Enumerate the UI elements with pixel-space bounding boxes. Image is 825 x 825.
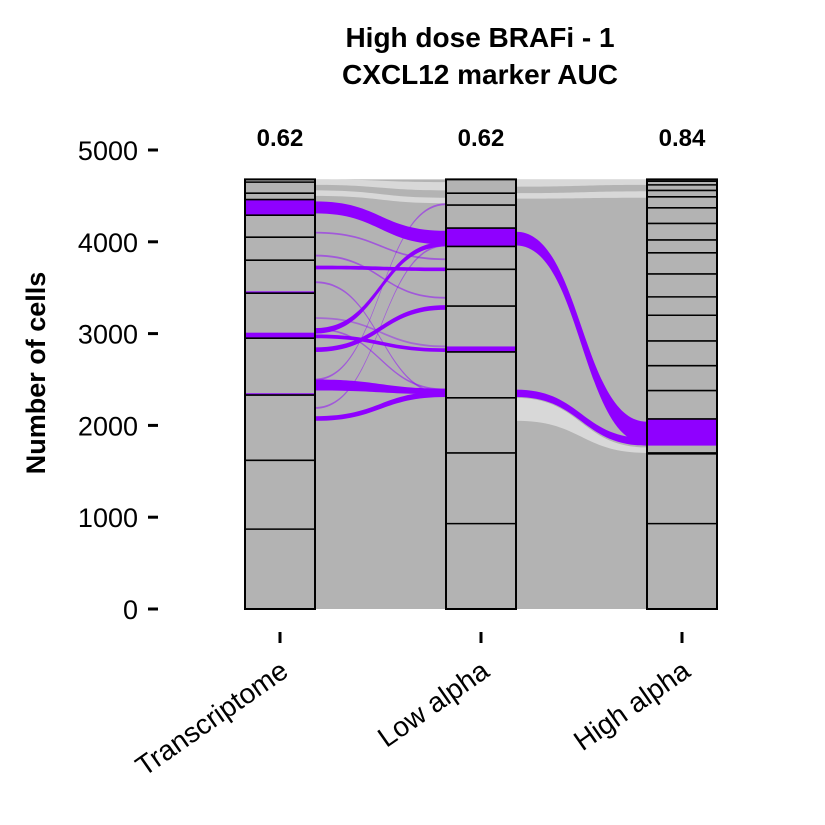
chart-subtitle: CXCL12 marker AUC [342,59,618,90]
highlight-flow [315,334,446,352]
highlighted-stratum [245,291,315,294]
stratum-fill [446,179,516,609]
strata-columns [244,178,718,610]
y-tick-label: 1000 [78,503,138,533]
highlighted-stratum [446,346,516,352]
stratum-border [646,178,718,610]
y-tick-label: 3000 [78,320,138,350]
stratum-column-high-alpha [646,178,718,610]
highlight-flow [315,317,446,348]
auc-label: 0.84 [659,125,706,152]
highlighted-stratum [647,418,717,446]
auc-label: 0.62 [458,125,505,152]
grey-flow-ribbon [315,190,446,204]
grey-flow-band [516,179,647,609]
highlight-flow [315,241,446,334]
highlight-flow [315,203,446,381]
y-tick-label: 2000 [78,411,138,441]
highlight-flow [315,231,446,261]
x-tick-label: High alpha [568,654,696,756]
axes [148,148,684,643]
highlight-flow [315,305,446,352]
highlight-flow [315,265,446,272]
grey-flow-ribbon [516,191,647,199]
highlight-flow [315,328,446,391]
grey-flow-band [315,179,446,609]
highlighted-stratum [245,199,315,216]
auc-label: 0.62 [257,125,304,152]
highlight-flow [315,254,446,299]
y-tick-label: 5000 [78,136,138,166]
highlight-flow [516,231,647,444]
stratum-border [244,178,316,610]
highlighted-flows [315,201,647,446]
highlight-flow [315,391,446,421]
grey-flow-ribbon [516,179,647,187]
stratum-column-low-alpha [445,178,517,610]
highlighted-stratum [245,393,315,396]
highlight-flow [315,281,446,396]
highlighted-stratum [446,228,516,247]
stratum-column-transcriptome [244,178,316,610]
x-tick-label: Low alpha [372,654,495,753]
y-tick-label: 0 [123,595,138,625]
y-tick-label: 4000 [78,228,138,258]
chart-title: High dose BRAFi - 1 [345,22,614,53]
stratum-border [445,178,517,610]
grey-flow-ribbon [315,179,446,191]
stratum-fill [647,179,717,609]
highlight-flow [516,389,647,446]
x-tick-label: Transcriptome [130,655,294,782]
highlight-flow [315,244,446,409]
highlight-flow [315,201,446,245]
y-axis-label: Number of cells [21,272,51,475]
highlighted-stratum [245,332,315,339]
background-flows [315,179,647,609]
grey-flow-ribbon [516,397,647,453]
